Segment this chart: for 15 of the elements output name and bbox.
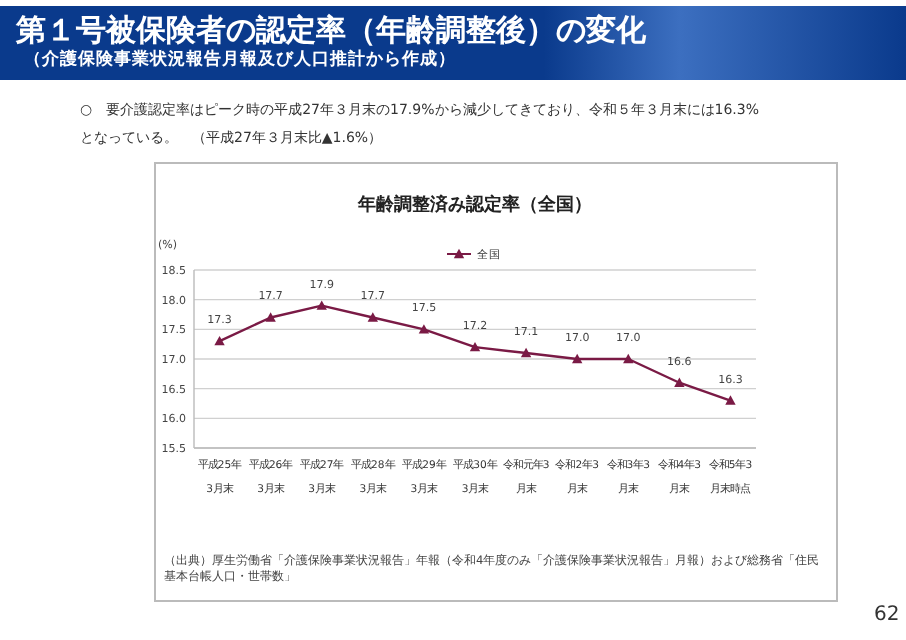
point [623, 353, 634, 364]
text: （介護保険事業状況報告月報及び人口推計から作成） [24, 48, 456, 72]
point [418, 324, 430, 334]
point [214, 336, 225, 346]
point [469, 341, 481, 352]
point [367, 312, 379, 322]
point [725, 395, 736, 405]
point [316, 300, 327, 310]
chart-title: 年齢調整済み認定率（全国） [356, 194, 592, 216]
point [520, 347, 532, 358]
point [571, 353, 583, 364]
point [265, 312, 276, 322]
text: 第１号被保険者の認定率（年齢調整後）の変化 [16, 12, 646, 49]
text: 62 [874, 604, 900, 626]
point [674, 377, 685, 387]
